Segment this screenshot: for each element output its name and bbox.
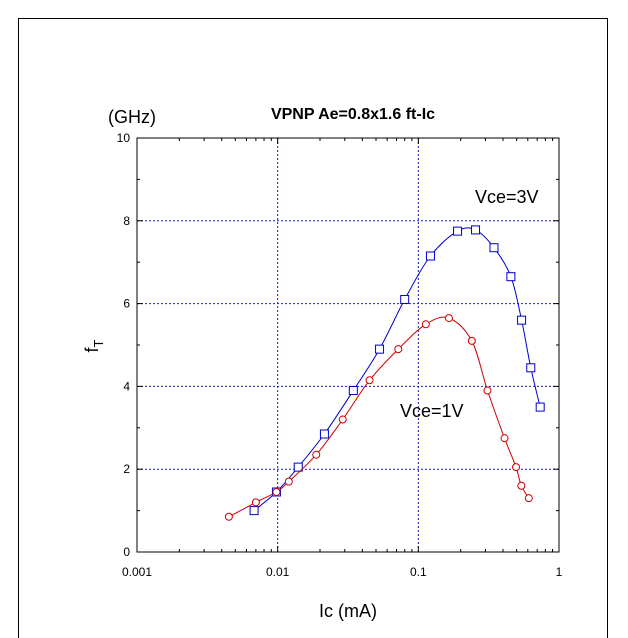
data-point-square <box>453 226 463 236</box>
data-point-square <box>506 272 516 282</box>
x-tick-label: 1 <box>556 565 563 579</box>
data-point-square <box>489 243 499 253</box>
y-tick-label: 4 <box>123 379 130 393</box>
data-point-circle <box>444 314 453 323</box>
annotation-vce-1v: Vce=1V <box>400 401 464 421</box>
axis-ticks <box>136 137 560 553</box>
data-point-square <box>471 225 481 235</box>
data-point-circle <box>524 494 533 503</box>
data-point-circle <box>251 498 260 507</box>
x-tick-label: 0.01 <box>266 565 290 579</box>
data-point-square <box>319 429 329 439</box>
y-axis-label-group: fT <box>82 339 106 352</box>
data-point-circle <box>365 376 374 385</box>
series-line <box>228 316 530 518</box>
data-point-circle <box>224 512 233 521</box>
data-point-circle <box>467 336 476 345</box>
data-point-circle <box>512 463 521 472</box>
series-vce-3v <box>249 225 545 516</box>
y-unit-label: (GHz) <box>108 107 156 127</box>
chart-title: VPNP Ae=0.8x1.6 ft-Ic <box>271 106 435 123</box>
data-point-circle <box>500 434 509 443</box>
y-axis-label: fT <box>82 339 106 352</box>
data-point-circle <box>272 487 281 496</box>
x-tick-label: 0.1 <box>410 565 427 579</box>
y-tick-label: 8 <box>123 214 130 228</box>
data-point-square <box>526 363 536 373</box>
data-point-square <box>249 506 259 516</box>
grid <box>137 138 559 552</box>
data-point-square <box>400 294 410 304</box>
y-tick-label: 0 <box>123 545 130 559</box>
data-point-square <box>425 251 435 261</box>
data-point-square <box>348 386 358 396</box>
data-point-circle <box>338 415 347 424</box>
series-layer <box>224 225 545 521</box>
y-tick-label: 10 <box>117 131 131 145</box>
data-point-square <box>535 402 545 412</box>
y-axis-label-subscript: T <box>91 339 106 347</box>
figure-frame <box>18 18 608 638</box>
data-point-circle <box>517 481 526 490</box>
x-tick-label: 0.001 <box>122 565 152 579</box>
data-point-circle <box>394 345 403 354</box>
y-tick-label: 2 <box>123 462 130 476</box>
data-point-circle <box>284 477 293 486</box>
x-axis-label: Ic (mA) <box>319 601 377 621</box>
data-point-square <box>375 344 385 354</box>
annotation-vce-3v: Vce=3V <box>475 187 539 207</box>
data-point-circle <box>483 386 492 395</box>
data-point-square <box>517 315 527 325</box>
y-tick-label: 6 <box>123 297 130 311</box>
series-vce-1v <box>224 314 533 521</box>
data-point-circle <box>312 450 321 459</box>
data-point-circle <box>421 320 430 329</box>
data-point-square <box>293 462 303 472</box>
